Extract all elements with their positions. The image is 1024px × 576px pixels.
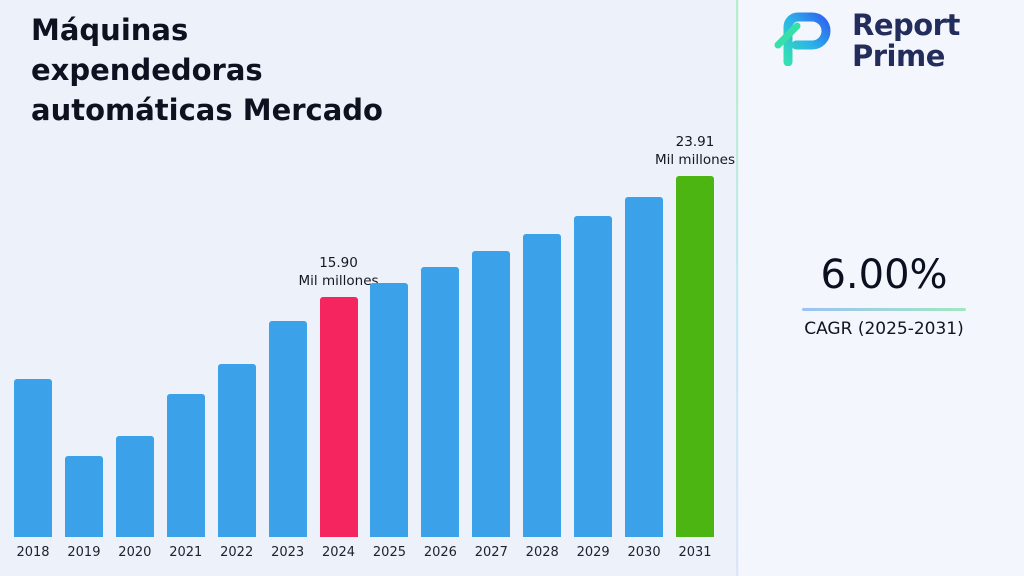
report-prime-logo-icon [772,12,842,70]
bar-cell-2025: 2025 [370,175,409,560]
x-tick-2026: 2026 [423,545,457,560]
bar-annotation-2024: 15.90 Mil millones [298,255,379,290]
x-tick-2031: 2031 [678,545,712,560]
bar-cell-2021: 2021 [166,175,205,560]
page-title-line2: expendedoras [31,53,263,88]
bar-2022 [217,364,256,537]
logo-word-report: Report [852,8,960,42]
bar-cell-2028: 2028 [523,175,562,560]
cagr-label: CAGR (2025-2031) [804,319,964,339]
report-prime-logo-text: Report Prime [852,10,960,71]
bar-chart-plot-area: 2018 2019 2020 2021 2022 2023 15.90 Mil millone… [14,134,735,560]
vertical-divider [736,0,738,576]
x-tick-2025: 2025 [372,545,406,560]
x-tick-2021: 2021 [169,545,203,560]
report-prime-logo: Report Prime [772,10,960,71]
x-tick-2027: 2027 [474,545,508,560]
bar-2023 [268,321,307,537]
bar-2029 [574,216,613,537]
bar-2028 [523,234,562,537]
bar-cell-2029: 2029 [574,175,613,560]
cagr-block: 6.00% CAGR (2025-2031) [800,252,968,339]
x-tick-2022: 2022 [220,545,254,560]
bar-2020 [115,436,154,537]
page-title-line3: automáticas Mercado [31,93,383,128]
bar-cell-2031: 23.91 Mil millones 2031 [655,134,735,560]
right-panel [739,0,1024,576]
x-tick-2024: 2024 [321,545,356,560]
x-tick-2020: 2020 [118,545,152,560]
bar-cell-2019: 2019 [64,175,103,560]
bar-cell-2022: 2022 [217,175,256,560]
bar-cell-2020: 2020 [115,175,154,560]
bar-cell-2030: 2030 [625,175,664,560]
bar-cell-2024: 15.90 Mil millones 2024 [299,175,379,560]
bar-2021 [166,394,205,537]
bar-2024 [319,297,358,537]
cagr-underline [802,308,966,311]
cagr-value: 6.00% [820,252,948,298]
x-tick-2028: 2028 [525,545,559,560]
bar-cell-2023: 2023 [268,175,307,560]
bar-2025 [370,283,409,537]
page-title-line1: Máquinas [31,13,189,47]
bar-2027 [472,251,511,537]
bar-cell-2018: 2018 [14,175,52,560]
bar-cell-2026: 2026 [421,175,460,560]
bar-2019 [64,456,103,537]
bar-2031 [675,176,714,537]
x-tick-2019: 2019 [67,545,101,560]
logo-word-prime: Prime [852,38,945,73]
bar-chart: 2018 2019 2020 2021 2022 2023 15.90 Mil millone… [14,134,735,560]
bar-annotation-2031: 23.91 Mil millones [654,134,735,169]
bar-2030 [625,197,664,537]
x-tick-2023: 2023 [271,545,305,560]
x-tick-2030: 2030 [627,545,661,560]
bar-2018 [14,379,52,537]
bar-2026 [421,267,460,537]
page-title: Máquinas expendedoras automáticas Mercad… [31,10,451,130]
x-tick-2029: 2029 [576,545,610,560]
x-tick-2018: 2018 [16,545,50,560]
bar-cell-2027: 2027 [472,175,511,560]
